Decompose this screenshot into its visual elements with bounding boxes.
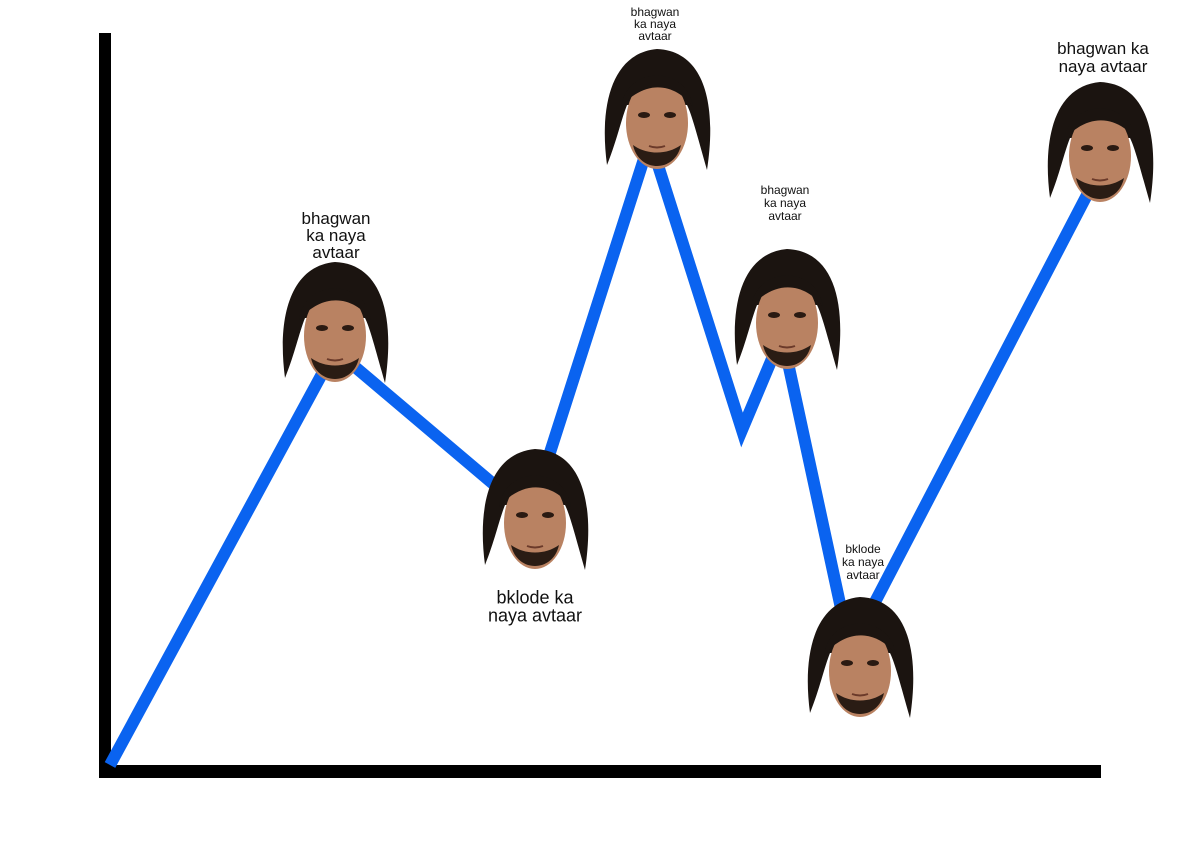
mouth [1091,178,1109,182]
beard [311,358,359,379]
annotation-line: avtaar [768,209,801,223]
annotation: bhagwan ka naya avtaar [1057,39,1149,76]
x-axis [99,765,1101,778]
eye [794,312,806,318]
eye [1107,145,1119,151]
hair [482,449,589,570]
hair-fringe [1064,108,1136,140]
face [734,249,841,370]
hair [807,597,914,718]
annotation: bklode ka naya avtaar [488,587,582,625]
mouth [526,545,544,549]
beard [763,345,811,366]
annotation-line: avtaar [638,29,671,43]
skin [304,290,366,382]
annotation-line: bhagwan [631,5,680,19]
hair [1047,82,1154,203]
mouth [326,358,344,362]
annotation-line: ka naya [306,226,366,245]
eye [638,112,650,118]
skin [1069,110,1131,202]
y-axis [99,33,111,778]
face [807,597,914,718]
mouth [648,145,666,149]
face [604,49,711,170]
hair-fringe [824,623,896,655]
annotation: bklode ka naya avtaar [842,542,884,582]
skin [756,277,818,369]
hair-fringe [499,475,571,507]
skin [626,77,688,169]
eye [768,312,780,318]
mouth [851,693,869,697]
face [482,449,589,570]
annotation: bhagwan ka naya avtaar [301,209,370,262]
annotation-line: avtaar [846,568,879,582]
annotation-line: naya avtaar [1059,57,1148,76]
eye [841,660,853,666]
hair [604,49,711,170]
skin [829,625,891,717]
mouth [778,345,796,349]
beard [1076,178,1124,199]
eye [1081,145,1093,151]
annotation-line: bklode [845,542,881,556]
eye [516,512,528,518]
annotation-line: bhagwan [301,209,370,228]
annotation-line: naya avtaar [488,605,582,625]
annotation-line: avtaar [312,243,360,262]
annotation: bhagwan ka naya avtaar [761,183,810,223]
face [282,262,389,383]
beard [633,145,681,166]
eye [542,512,554,518]
trend-line [104,120,1106,768]
annotation-line: bhagwan [761,183,810,197]
annotation: bhagwan ka naya avtaar [631,5,680,43]
faces [282,49,1154,718]
hair-fringe [621,75,693,107]
beard [836,693,884,714]
eye [867,660,879,666]
beard [511,545,559,566]
hair [282,262,389,383]
hair [734,249,841,370]
annotation-line: ka naya [842,555,884,569]
annotation-line: bklode ka [496,587,574,607]
eye [664,112,676,118]
eye [342,325,354,331]
hair-fringe [299,288,371,320]
hair-fringe [751,275,823,307]
eye [316,325,328,331]
annotation-line: bhagwan ka [1057,39,1149,58]
annotation-line: ka naya [634,17,676,31]
skin [504,477,566,569]
annotation-line: ka naya [764,196,806,210]
face [1047,82,1154,203]
